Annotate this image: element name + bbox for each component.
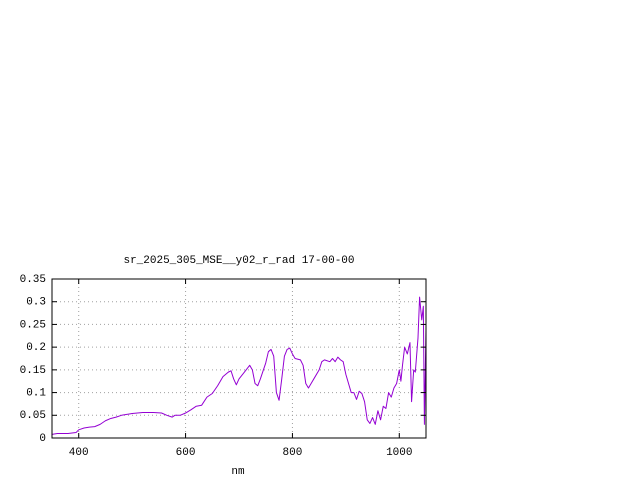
y-tick-label: 0.1 bbox=[26, 387, 46, 399]
y-tick-label: 0 bbox=[39, 433, 46, 445]
y-tick-label: 0.15 bbox=[20, 365, 46, 377]
data-line bbox=[51, 296, 427, 435]
y-tick-label: 0.2 bbox=[26, 342, 46, 354]
x-tick-label: 1000 bbox=[386, 447, 412, 459]
grid bbox=[52, 279, 426, 438]
y-tick-label: 0.25 bbox=[20, 319, 46, 331]
plot-border bbox=[51, 278, 427, 439]
chart-title: sr_2025_305_MSE__y02_r_rad 17-00-00 bbox=[123, 255, 354, 267]
plot-area bbox=[51, 296, 427, 435]
y-tick-label: 0.3 bbox=[26, 297, 46, 309]
x-tick-label: 600 bbox=[176, 447, 196, 459]
x-axis-label: nm bbox=[231, 466, 245, 478]
x-tick-label: 800 bbox=[283, 447, 303, 459]
x-tick-label: 400 bbox=[69, 447, 89, 459]
y-tick-label: 0.05 bbox=[20, 410, 46, 422]
y-tick-label: 0.35 bbox=[20, 274, 46, 286]
